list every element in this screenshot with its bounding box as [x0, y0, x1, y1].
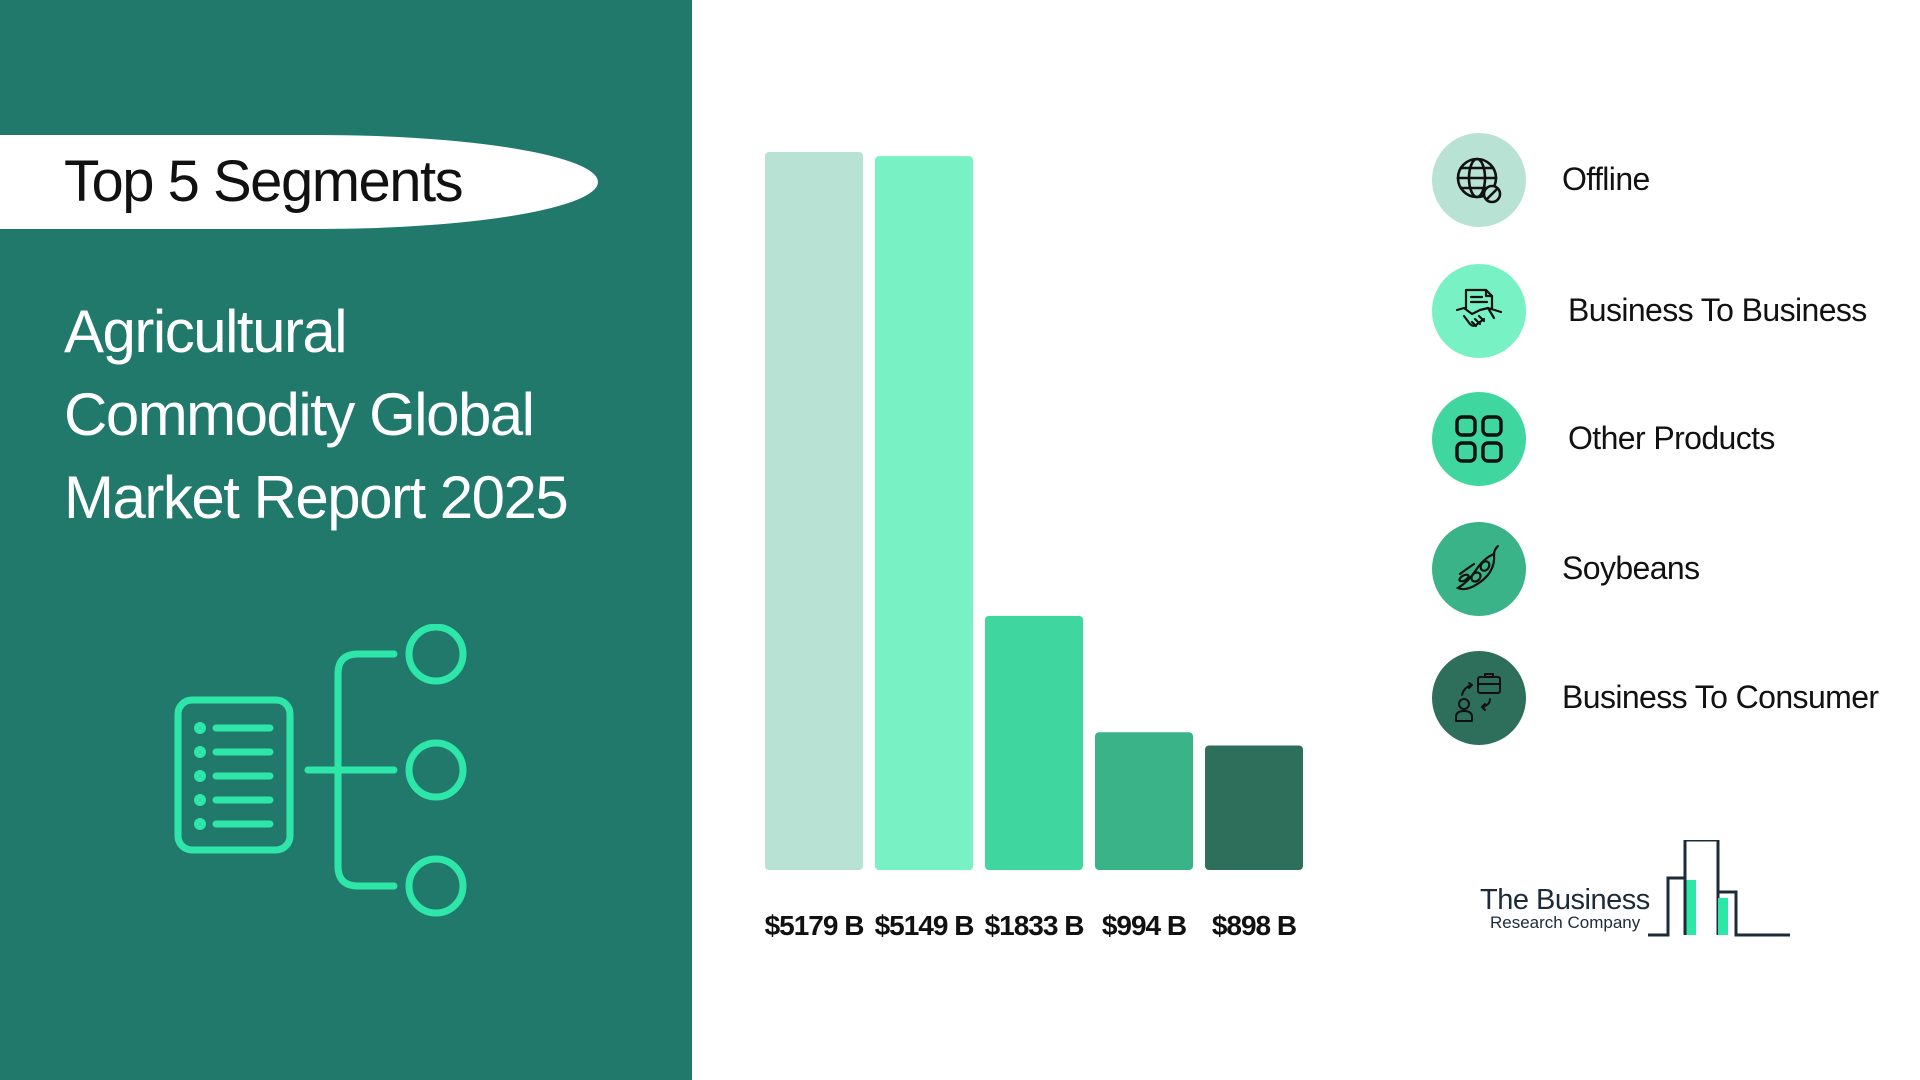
bar-2: [875, 156, 973, 870]
legend-label-b2c: Business To Consumer: [1562, 679, 1879, 715]
bar-value-label-5: $898 B: [1212, 910, 1296, 941]
legend-swatch-soybeans: [1432, 522, 1526, 616]
legend-swatch-offline: [1432, 133, 1526, 227]
bar-value-label-4: $994 B: [1102, 910, 1186, 941]
segments-pill: [0, 135, 598, 229]
bar-value-label-3: $1833 B: [985, 910, 1084, 941]
legend-swatch-b2b: [1432, 264, 1526, 358]
legend-label-other-products: Other Products: [1568, 420, 1775, 456]
logo-line-2: Research Company: [1490, 913, 1641, 932]
handshake-document-icon: [1455, 288, 1503, 328]
person-briefcase-exchange-icon: [1455, 673, 1501, 722]
report-title-line-3: Market Report 2025: [64, 464, 569, 531]
bar-chart-svg: $5179 B $5149 B $1833 B $994 B $898 B: [765, 152, 1303, 941]
legend-item-b2b: Business To Business: [1430, 264, 1910, 360]
legend-item-offline: Offline: [1430, 133, 1910, 229]
bar-value-label-1: $5179 B: [765, 910, 864, 941]
segments-pill-label: Top 5 Segments: [64, 149, 464, 214]
report-title: Agricultural Commodity Global Market Rep…: [64, 290, 624, 539]
bar-4: [1095, 732, 1193, 870]
legend: Offline Business To Business: [1430, 0, 1920, 1080]
legend-item-b2c: Business To Consumer: [1430, 651, 1910, 747]
legend-item-soybeans: Soybeans: [1430, 522, 1910, 618]
company-logo: The Business Research Company: [1480, 840, 1790, 940]
grid-four-squares-icon: [1455, 415, 1503, 463]
segment-tree-icon: [168, 623, 488, 934]
globe-blocked-icon: [1456, 157, 1502, 204]
bar-chart: $5179 B $5149 B $1833 B $994 B $898 B: [692, 0, 1392, 1080]
bar-3: [985, 615, 1083, 870]
legend-swatch-b2c: [1432, 651, 1526, 745]
logo-bars-icon: [1648, 840, 1790, 937]
legend-swatch-other-products: [1432, 392, 1526, 486]
legend-label-soybeans: Soybeans: [1562, 550, 1700, 586]
report-title-line-2: Commodity Global: [64, 381, 535, 448]
soybean-pod-icon: [1455, 544, 1500, 591]
legend-item-other-products: Other Products: [1430, 392, 1910, 488]
legend-label-offline: Offline: [1562, 161, 1650, 197]
bar-value-label-2: $5149 B: [875, 910, 974, 941]
logo-line-1: The Business: [1480, 884, 1650, 916]
bar-1: [765, 152, 863, 870]
bar-5: [1205, 745, 1303, 870]
report-title-line-1: Agricultural: [64, 298, 348, 365]
legend-label-b2b: Business To Business: [1568, 292, 1867, 328]
